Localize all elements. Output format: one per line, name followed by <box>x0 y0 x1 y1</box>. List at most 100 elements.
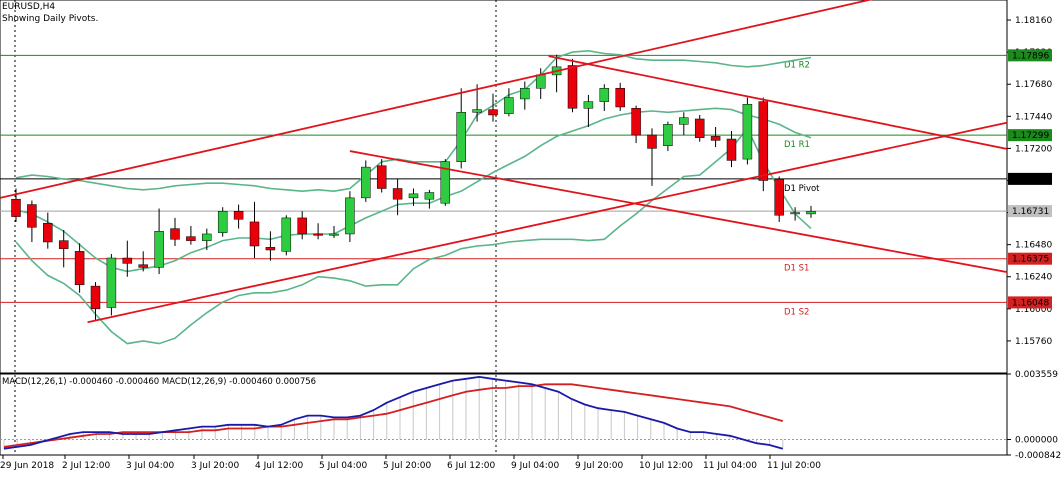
trendline <box>0 0 873 199</box>
candle-body <box>456 112 466 163</box>
candle-body <box>647 134 657 149</box>
x-tick-label: 29 Jun 2018 <box>0 461 54 471</box>
trendline <box>548 55 1007 150</box>
pivots-subtitle: Showing Daily Pivots. <box>2 14 99 24</box>
pivot-price-box <box>1008 252 1052 265</box>
trendline <box>349 150 1007 274</box>
pivot-price-box <box>1008 129 1052 142</box>
candle-body <box>440 161 451 204</box>
candle-body <box>265 247 276 251</box>
candle-body <box>535 74 546 89</box>
candle-body <box>106 257 117 308</box>
candle-body <box>138 264 148 268</box>
candle-body <box>233 210 244 220</box>
x-tick-label: 10 Jul 12:00 <box>639 461 693 471</box>
bollinger-lower-line <box>15 126 812 345</box>
candle-body <box>74 251 85 286</box>
candle-body <box>313 233 323 236</box>
candle-body <box>329 233 339 236</box>
trendline <box>87 121 1007 324</box>
candle-body <box>631 108 641 136</box>
y-tick-label: 1.17440 <box>1015 112 1052 122</box>
candle-body <box>249 221 260 247</box>
candle-body <box>58 240 69 249</box>
candle-body <box>408 193 419 199</box>
candle-body <box>710 136 721 141</box>
candle-body <box>11 198 21 217</box>
macd-y-tick-label: -0.000842 <box>1015 451 1061 461</box>
candle-body <box>43 223 53 243</box>
x-tick-label: 6 Jul 12:00 <box>447 461 496 471</box>
candle-body <box>694 118 705 138</box>
bollinger-upper-line <box>15 49 812 193</box>
candle-body <box>790 212 800 215</box>
x-tick-label: 9 Jul 20:00 <box>575 461 624 471</box>
pivot-price-box <box>1008 49 1052 62</box>
symbol-label: EURUSD,H4 <box>2 2 56 12</box>
y-tick-label: 1.18160 <box>1015 16 1052 26</box>
pivot-price-label: 1.16048 <box>1012 298 1049 308</box>
candle-body <box>154 231 164 268</box>
pivot-price-label: 1.16972 <box>1012 175 1049 185</box>
x-tick-label: 11 Jul 04:00 <box>703 461 757 471</box>
candle-body <box>170 228 180 240</box>
candle-body <box>504 97 514 114</box>
candle-body <box>758 101 769 181</box>
macd-y-tick-label: 0.003559 <box>1015 370 1058 380</box>
x-tick-label: 2 Jul 12:00 <box>62 461 111 471</box>
pivot-price-label: 1.16375 <box>1012 255 1049 265</box>
candle-body <box>806 210 816 215</box>
y-tick-label: 1.16480 <box>1015 241 1052 251</box>
candle-body <box>202 233 212 241</box>
candle-body <box>567 65 578 109</box>
x-tick-label: 9 Jul 04:00 <box>511 461 560 471</box>
pivot-name-label: D1 S1 <box>784 264 809 274</box>
candle-body <box>520 87 530 100</box>
candle-body <box>615 87 625 108</box>
current-price-box <box>1008 205 1052 218</box>
macd-main-line <box>3 375 784 450</box>
x-tick-label: 3 Jul 04:00 <box>126 461 175 471</box>
candle-body <box>679 117 689 125</box>
candle-body <box>27 204 37 228</box>
x-tick-label: 4 Jul 12:00 <box>255 461 304 471</box>
x-tick-label: 5 Jul 04:00 <box>319 461 368 471</box>
candle-body <box>583 101 594 109</box>
pivot-name-label: D1 R2 <box>784 60 810 70</box>
candle-body <box>281 217 292 252</box>
candle-body <box>297 217 307 235</box>
pivot-price-label: 1.17299 <box>1012 131 1049 141</box>
candle-body <box>599 87 610 102</box>
y-tick-label: 1.16000 <box>1015 305 1052 315</box>
x-tick-label: 11 Jul 20:00 <box>767 461 821 471</box>
candle-body <box>217 210 228 233</box>
candle-body <box>726 138 737 161</box>
x-tick-label: 3 Jul 20:00 <box>191 461 240 471</box>
candle-body <box>345 197 355 235</box>
pivot-name-label: D1 R1 <box>784 140 810 150</box>
pivot-price-label: 1.17896 <box>1012 51 1049 61</box>
candle-body <box>122 257 133 264</box>
pivot-name-label: D1 S2 <box>784 307 809 317</box>
candle-body <box>376 165 387 189</box>
y-tick-label: 1.16240 <box>1015 273 1052 283</box>
candle-body <box>742 104 753 160</box>
macd-y-tick-label: 0.000000 <box>1015 436 1058 446</box>
y-tick-label: 1.17200 <box>1015 144 1052 154</box>
pivot-price-box <box>1008 296 1052 309</box>
macd-signal-line <box>3 383 784 448</box>
candle-body <box>186 236 196 241</box>
candle-body <box>774 178 784 216</box>
candle-body <box>472 109 482 113</box>
main-plot-frame <box>0 0 1008 374</box>
y-tick-label: 1.15760 <box>1015 337 1052 347</box>
pivot-price-box <box>1008 172 1052 185</box>
current-price-label: 1.16731 <box>1012 207 1049 217</box>
candle-body <box>90 285 101 310</box>
candle-body <box>392 188 403 200</box>
pivot-name-label: D1 Pivot <box>784 184 820 194</box>
y-tick-label: 1.17680 <box>1015 80 1052 90</box>
candle-body <box>424 192 435 200</box>
macd-header-label: MACD(12,26,1) -0.000460 -0.000460 MACD(1… <box>2 377 317 387</box>
